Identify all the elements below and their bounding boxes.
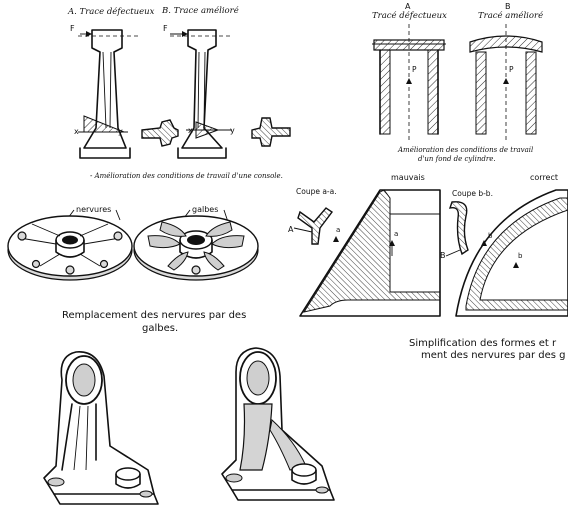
console-a-axis-x: x	[74, 127, 79, 136]
console-b-axis-x: x	[188, 126, 193, 135]
coupe-aa-profile: A a	[288, 207, 340, 245]
section-letter-b: B	[440, 251, 446, 260]
console-a-axis-y: y	[118, 127, 123, 136]
console-a-force: F	[70, 24, 75, 33]
console-label-b: B. Trace amélioré	[161, 5, 239, 16]
coupe-bb-profile: B b	[440, 201, 493, 260]
correct-section-drawing: b	[455, 189, 568, 317]
section-letter-a: A	[288, 225, 294, 234]
console-b-axis-y: y	[230, 126, 235, 135]
console-b-force: F	[163, 24, 168, 33]
console-label-a: A. Trace défectueux	[67, 6, 155, 17]
console-b-drawing: F x y	[163, 24, 235, 159]
section-small-b-2: b	[518, 252, 523, 260]
bracket-galbes-drawing	[221, 347, 335, 501]
section-small-a-2: a	[394, 230, 398, 238]
cylinder-label-b-letter: B	[505, 2, 511, 11]
cylinder-label-a-letter: A	[405, 2, 411, 11]
disc-caption-1: Remplacement des nervures par des	[62, 310, 246, 321]
console-a-drawing: F x y	[70, 24, 140, 159]
cylinder-a-drawing: P	[372, 24, 446, 140]
cylinder-b-drawing: P	[469, 24, 543, 140]
cylinder-b-p: P	[509, 65, 514, 74]
console-figure: A. Trace défectueux B. Trace amélioré F …	[67, 5, 291, 180]
disc-galbes-drawing	[133, 215, 259, 281]
mauvais-section-drawing: a	[299, 189, 441, 317]
console-cross-section-1	[141, 119, 179, 147]
section-correct: correct	[530, 173, 558, 182]
section-small-a-1: a	[336, 226, 340, 234]
console-caption: - Amélioration des conditions de travail…	[90, 172, 283, 180]
section-mauvais: mauvais	[391, 173, 425, 182]
cylinder-label-a-text: Tracé défectueux	[372, 10, 447, 21]
section-caption-2: ment des nervures par des g	[421, 350, 566, 361]
cylinder-a-p: P	[412, 65, 417, 74]
section-coupe-bb: Coupe b-b.	[452, 189, 493, 198]
cylinder-figure: A Tracé défectueux B Tracé amélioré P P …	[372, 2, 543, 163]
disc-callout-nervures: nervures	[76, 205, 111, 214]
disc-callout-galbes: galbes	[192, 205, 218, 214]
cylinder-caption-1: Amélioration des conditions de travail	[397, 146, 533, 154]
disc-figure: nervures galbes	[7, 205, 259, 334]
bracket-ribbed-drawing	[43, 351, 159, 505]
disc-ribbed-drawing	[7, 215, 133, 281]
cylinder-label-b-text: Tracé amélioré	[478, 10, 543, 21]
section-coupe-aa: Coupe a-a.	[296, 187, 337, 196]
console-cross-section-2	[251, 117, 291, 147]
cylinder-caption-2: d'un fond de cylindre.	[418, 155, 496, 163]
disc-caption-2: galbes.	[142, 323, 178, 334]
section-caption-1: Simplification des formes et r	[409, 338, 557, 349]
section-figure: mauvais correct Coupe a-a. Coupe b-b. A …	[288, 173, 568, 361]
section-small-b-1: b	[488, 232, 493, 240]
